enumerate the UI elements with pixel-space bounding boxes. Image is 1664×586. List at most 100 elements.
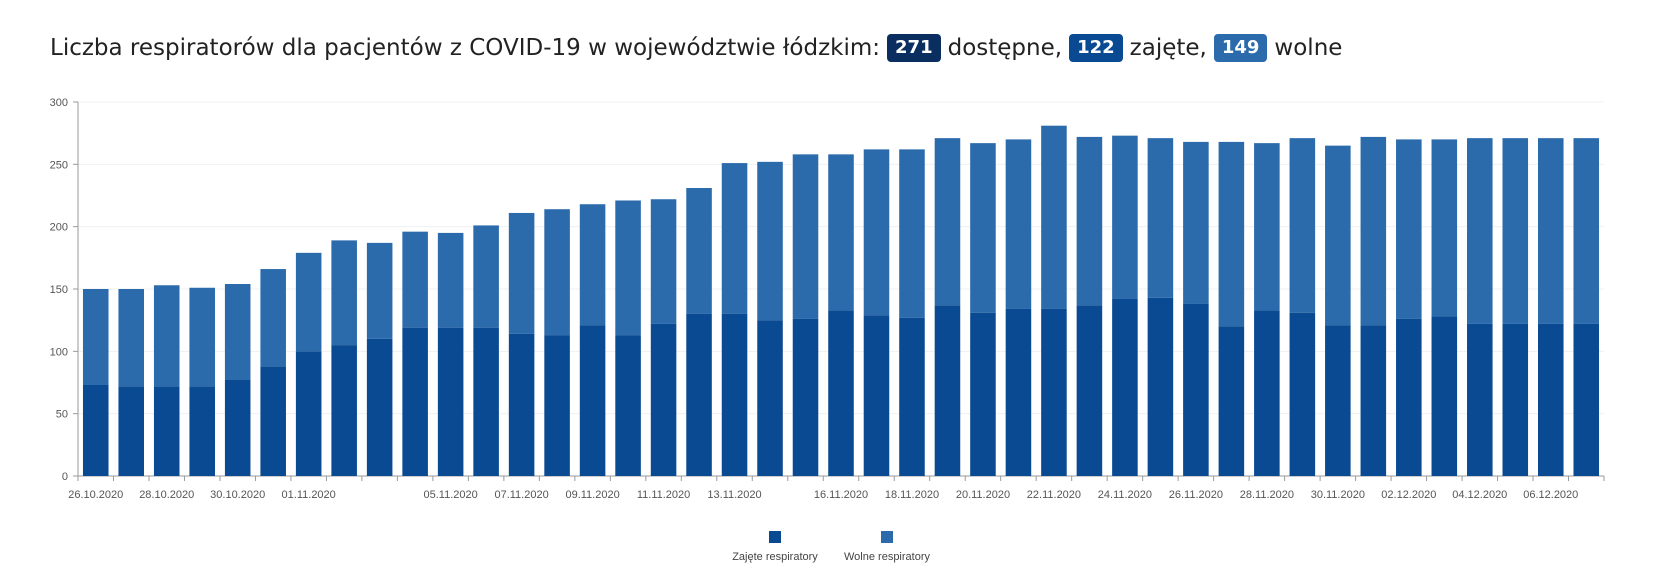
- bar-free: [579, 204, 606, 326]
- x-tick-label: 30.10.2020: [210, 489, 265, 501]
- bar-occupied: [1254, 310, 1280, 476]
- occupied-label: zajęte,: [1129, 35, 1207, 61]
- x-tick-label: 18.11.2020: [885, 489, 939, 501]
- bar-free: [863, 149, 890, 316]
- y-tick-label: 300: [50, 97, 68, 109]
- bar-free: [1147, 138, 1174, 298]
- x-tick-label: 04.12.2020: [1452, 489, 1507, 501]
- bar-free: [1218, 141, 1245, 327]
- bar-free: [118, 289, 145, 387]
- bar-occupied: [437, 327, 464, 476]
- x-tick-label: 26.11.2020: [1169, 489, 1223, 501]
- y-tick-label: 0: [62, 471, 68, 483]
- free-badge: 149: [1213, 34, 1268, 62]
- bar-free: [1573, 138, 1600, 324]
- bar-free: [366, 242, 393, 339]
- x-tick-label: 01.11.2020: [282, 489, 336, 501]
- bar-free: [1396, 139, 1422, 319]
- bar-occupied: [615, 335, 641, 476]
- bar-occupied: [153, 386, 180, 476]
- x-tick-label: 05.11.2020: [424, 489, 478, 501]
- y-tick-label: 150: [50, 284, 68, 296]
- legend-swatch: [769, 531, 781, 543]
- bar-free: [331, 240, 357, 346]
- bar-occupied: [82, 384, 109, 476]
- bar-occupied: [1360, 325, 1387, 476]
- bar-free: [1325, 145, 1351, 326]
- bar-free: [757, 161, 783, 321]
- bar-free: [295, 252, 322, 352]
- y-tick-label: 200: [50, 222, 68, 234]
- bar-occupied: [1112, 298, 1138, 476]
- bar-occupied: [792, 318, 819, 476]
- bar-occupied: [686, 313, 712, 476]
- bar-occupied: [1076, 305, 1103, 476]
- bar-free: [686, 188, 712, 314]
- total-badge: 271: [887, 34, 941, 62]
- bar-free: [970, 143, 996, 313]
- bar-occupied: [970, 312, 996, 476]
- bar-free: [1254, 143, 1280, 311]
- bar-occupied: [544, 335, 570, 476]
- bar-occupied: [757, 320, 783, 476]
- bar-occupied: [1325, 325, 1351, 476]
- bar-occupied: [224, 380, 251, 476]
- x-tick-label: 16.11.2020: [814, 489, 868, 501]
- bar-occupied: [473, 327, 499, 476]
- bar-occupied: [721, 313, 748, 476]
- bar-free: [402, 231, 428, 328]
- bar-free: [1502, 138, 1529, 324]
- bar-occupied: [934, 305, 961, 476]
- x-tick-label: 13.11.2020: [707, 489, 761, 501]
- bar-free: [1431, 139, 1458, 317]
- bar-occupied: [189, 386, 215, 476]
- bar-occupied: [1537, 323, 1564, 476]
- x-tick-label: 07.11.2020: [494, 489, 548, 501]
- legend-label: Zajęte respiratory: [732, 551, 818, 563]
- title-prefix: Liczba respiratorów dla pacjentów z COVI…: [50, 35, 881, 61]
- bar-free: [1076, 136, 1103, 306]
- bar-free: [544, 209, 570, 336]
- bar-free: [650, 199, 677, 324]
- x-tick-label: 26.10.2020: [68, 489, 123, 501]
- legend-swatch: [881, 531, 893, 543]
- bar-free: [508, 212, 535, 334]
- bar-free: [1005, 139, 1032, 309]
- bar-free: [1041, 125, 1067, 309]
- chart-title: Liczba respiratorów dla pacjentów z COVI…: [50, 28, 1349, 68]
- bar-occupied: [1147, 297, 1174, 476]
- bar-free: [721, 163, 748, 314]
- bar-free: [934, 138, 961, 306]
- bar-occupied: [366, 338, 393, 476]
- bar-occupied: [1431, 316, 1458, 476]
- bar-free: [899, 149, 925, 318]
- occupied-badge: 122: [1069, 34, 1123, 62]
- y-tick-label: 50: [56, 409, 68, 421]
- x-tick-label: 28.10.2020: [139, 489, 194, 501]
- bar-occupied: [1396, 318, 1422, 476]
- y-tick-label: 250: [50, 159, 68, 171]
- bar-free: [1183, 141, 1209, 304]
- bar-occupied: [579, 325, 606, 476]
- bar-free: [189, 287, 215, 387]
- bar-occupied: [118, 386, 145, 476]
- bar-occupied: [331, 345, 357, 476]
- legend-label: Wolne respiratory: [844, 551, 930, 563]
- x-tick-label: 06.12.2020: [1523, 489, 1578, 501]
- bar-occupied: [295, 351, 322, 476]
- bar-free: [1112, 135, 1138, 299]
- bar-free: [153, 285, 180, 387]
- bar-free: [82, 289, 109, 385]
- bar-occupied: [260, 366, 286, 476]
- bar-occupied: [1289, 312, 1316, 476]
- bar-free: [1360, 136, 1387, 326]
- bar-free: [828, 154, 854, 311]
- total-label: dostępne,: [947, 35, 1063, 61]
- bar-occupied: [1183, 303, 1209, 476]
- x-tick-label: 02.12.2020: [1381, 489, 1436, 501]
- x-tick-label: 30.11.2020: [1311, 489, 1365, 501]
- bar-occupied: [1005, 308, 1032, 476]
- bar-free: [224, 284, 251, 381]
- x-tick-label: 20.11.2020: [956, 489, 1010, 501]
